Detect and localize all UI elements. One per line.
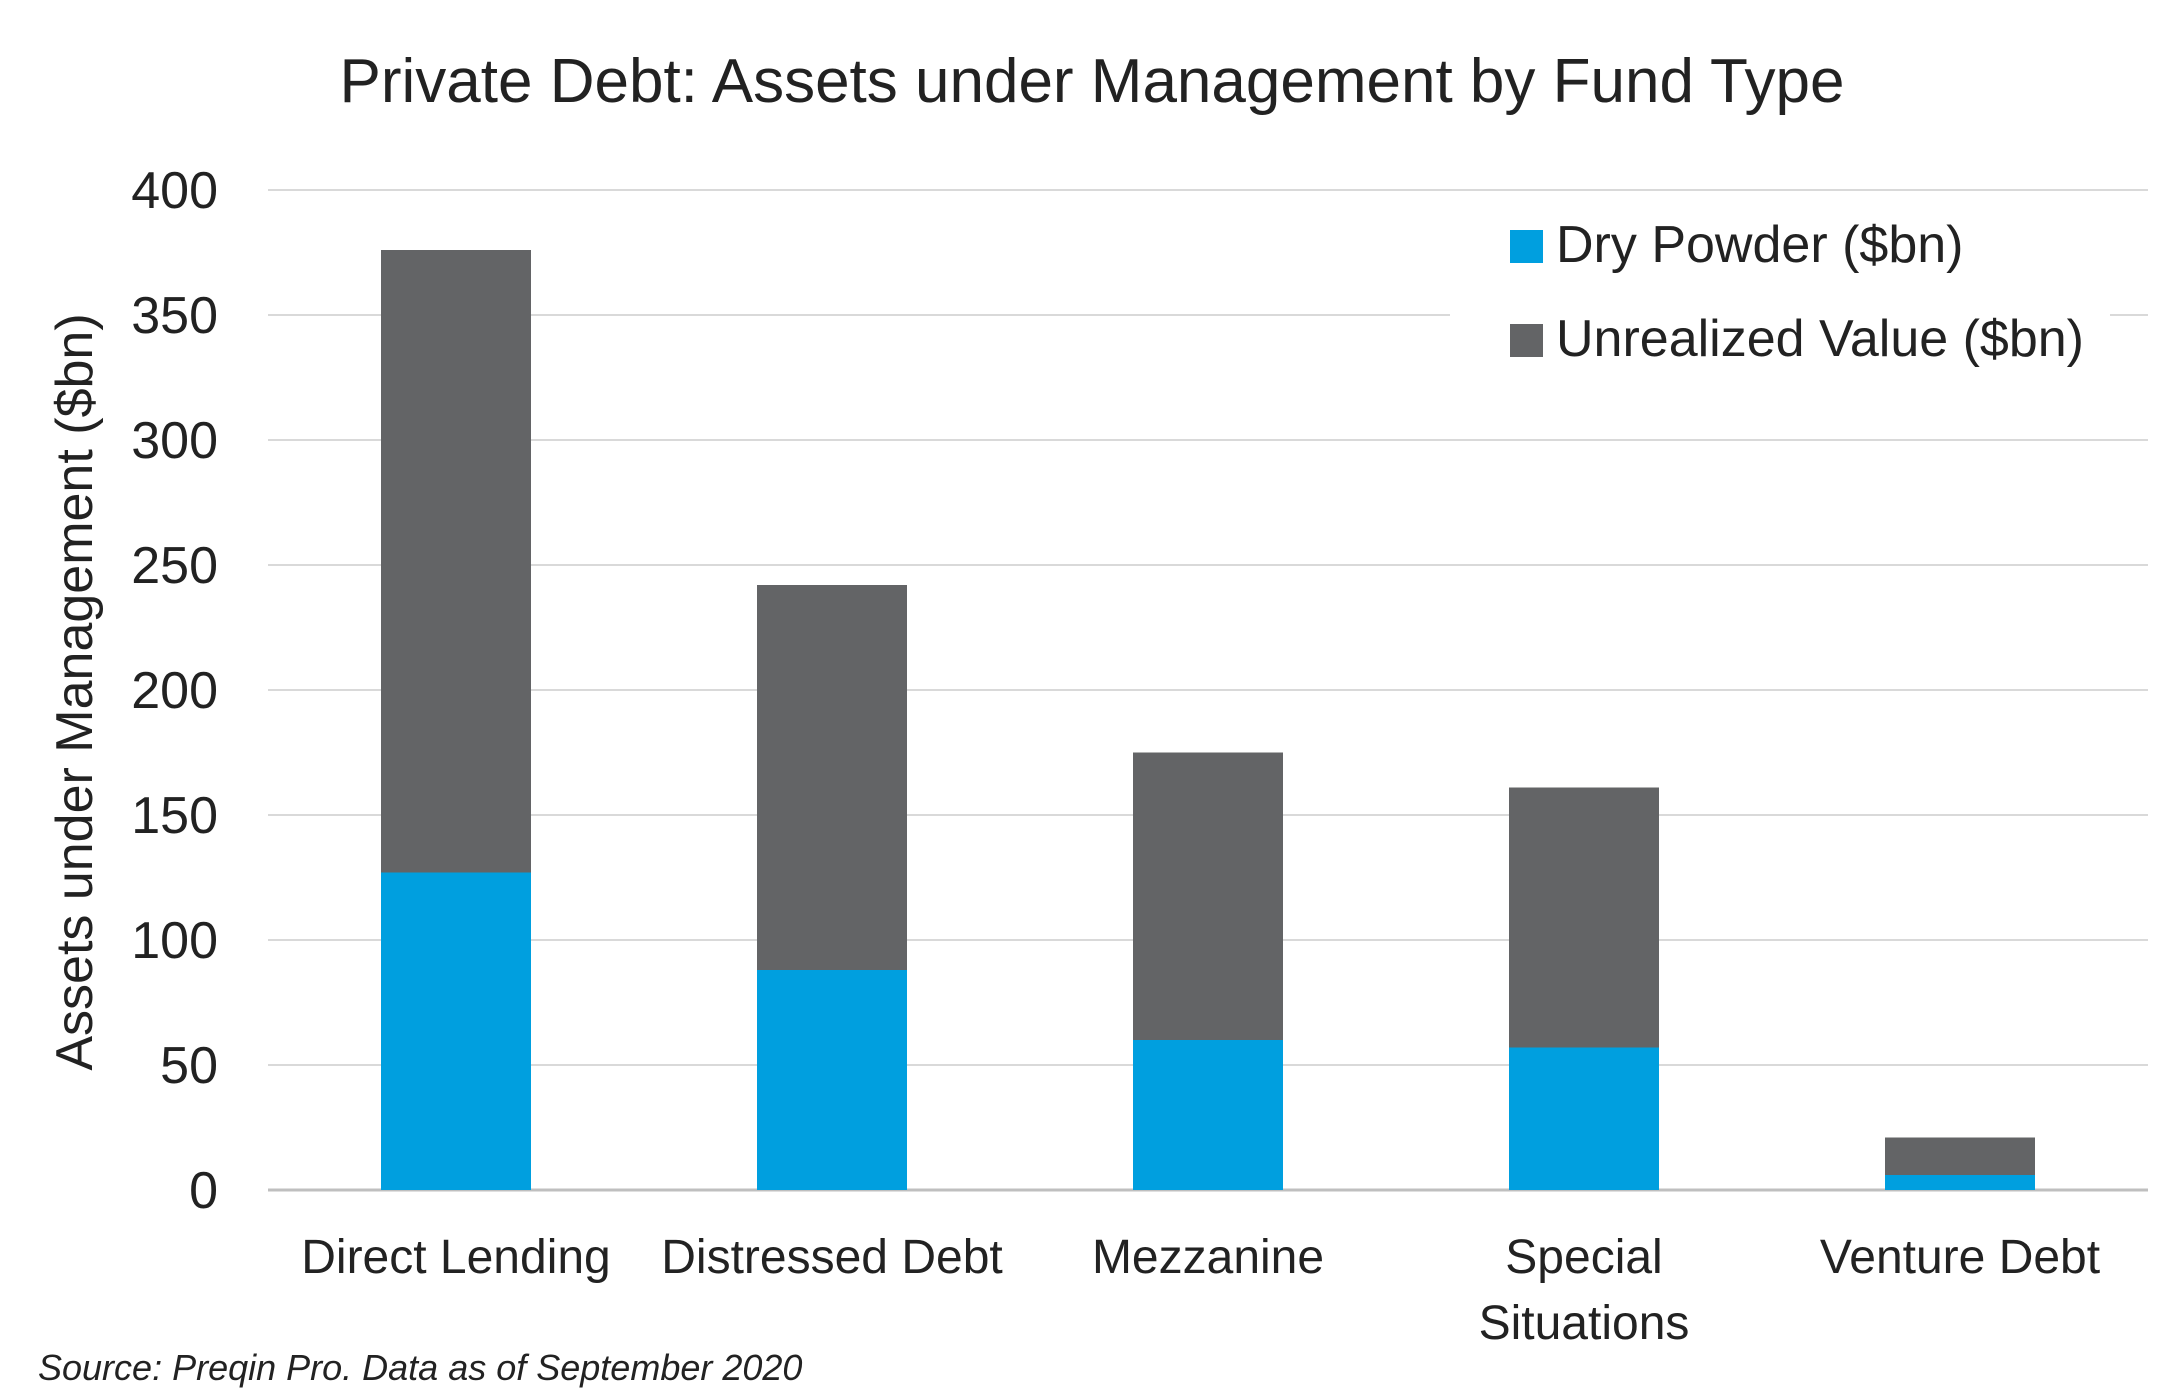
legend-label: Unrealized Value ($bn) xyxy=(1556,310,2084,368)
gridlines xyxy=(268,189,2148,1192)
bar-dry-powder xyxy=(1509,1047,1659,1190)
y-tick-label: 200 xyxy=(131,662,218,720)
y-axis-ticks: 0 50 100 150 200 250 300 350 400 xyxy=(131,162,218,1220)
x-category-label: Special xyxy=(1505,1231,1662,1284)
x-category-label: Venture Debt xyxy=(1820,1231,2100,1284)
x-category-label: Distressed Debt xyxy=(661,1231,1002,1284)
y-tick-label: 400 xyxy=(131,162,218,220)
source-note: Source: Preqin Pro. Data as of September… xyxy=(38,1347,802,1388)
legend-background xyxy=(1450,196,2110,406)
x-category-label: Direct Lending xyxy=(301,1231,611,1284)
x-axis-categories: Direct Lending Distressed Debt Mezzanine Sp… xyxy=(301,1231,2100,1350)
bar-unrealized-value xyxy=(757,585,907,970)
y-tick-label: 0 xyxy=(189,1162,218,1220)
legend: Dry Powder ($bn) Unrealized Value ($bn) xyxy=(1450,196,2110,406)
y-tick-label: 350 xyxy=(131,287,218,345)
bar-unrealized-value xyxy=(1133,752,1283,1040)
chart-title: Private Debt: Assets under Management by… xyxy=(340,47,1845,116)
bar-dry-powder xyxy=(1133,1040,1283,1190)
legend-swatch xyxy=(1510,230,1543,263)
bar-unrealized-value xyxy=(1885,1137,2035,1175)
bar-unrealized-value xyxy=(1509,787,1659,1048)
bar-dry-powder xyxy=(381,872,531,1190)
x-category-label: Mezzanine xyxy=(1092,1231,1324,1284)
bars xyxy=(381,250,2035,1190)
bar-unrealized-value xyxy=(381,250,531,873)
y-tick-label: 250 xyxy=(131,537,218,595)
y-tick-label: 300 xyxy=(131,412,218,470)
bar-dry-powder xyxy=(1885,1175,2035,1190)
y-axis-label: Assets under Management ($bn) xyxy=(46,313,104,1070)
legend-swatch xyxy=(1510,324,1543,357)
bar-dry-powder xyxy=(757,970,907,1190)
y-tick-label: 50 xyxy=(160,1037,218,1095)
legend-label: Dry Powder ($bn) xyxy=(1556,216,1963,274)
y-tick-label: 150 xyxy=(131,787,218,845)
y-tick-label: 100 xyxy=(131,912,218,970)
x-category-label: Situations xyxy=(1479,1297,1690,1350)
